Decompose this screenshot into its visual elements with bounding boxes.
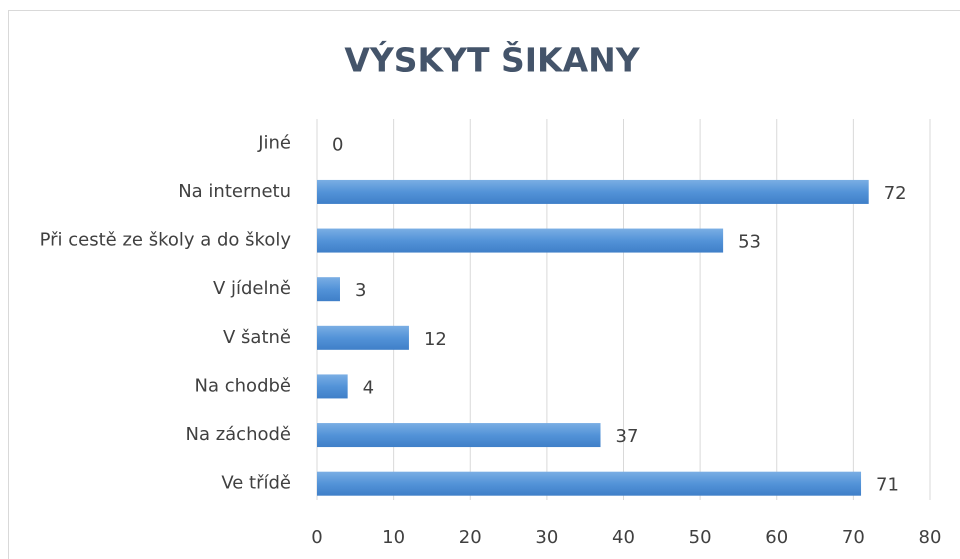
chart-border [8,10,960,559]
value-label: 53 [738,232,761,253]
y-tick-label: Ve třídě [221,473,291,494]
bar [317,179,869,204]
value-label: 72 [884,183,907,204]
value-label: 3 [355,280,366,301]
value-label: 71 [876,475,899,496]
bar [317,423,601,448]
bar [317,471,862,496]
bar [317,277,340,302]
y-tick-label: V jídelně [213,278,291,299]
y-tick-label: V šatně [223,327,291,348]
x-tick-label: 70 [842,527,865,548]
value-label: 4 [363,377,374,398]
y-tick-label: Na chodbě [195,375,291,396]
chart-title: VÝSKYT ŠIKANY [344,40,640,80]
x-tick-label: 60 [765,527,788,548]
value-label: 37 [616,426,639,447]
value-label: 0 [332,134,343,155]
x-tick-label: 50 [689,527,712,548]
value-label: 12 [424,329,447,350]
y-tick-label: Jiné [257,132,291,153]
x-tick-label: 0 [311,527,322,548]
x-tick-label: 40 [612,527,635,548]
x-tick-label: 20 [459,527,482,548]
y-tick-label: Při cestě ze školy a do školy [40,230,292,251]
x-tick-label: 30 [535,527,558,548]
x-tick-label: 10 [382,527,405,548]
y-tick-label: Na internetu [178,181,291,202]
y-tick-label: Na záchodě [185,424,291,445]
x-tick-label: 80 [919,527,942,548]
bar [317,228,724,253]
bar [317,374,348,399]
bar [317,325,409,350]
